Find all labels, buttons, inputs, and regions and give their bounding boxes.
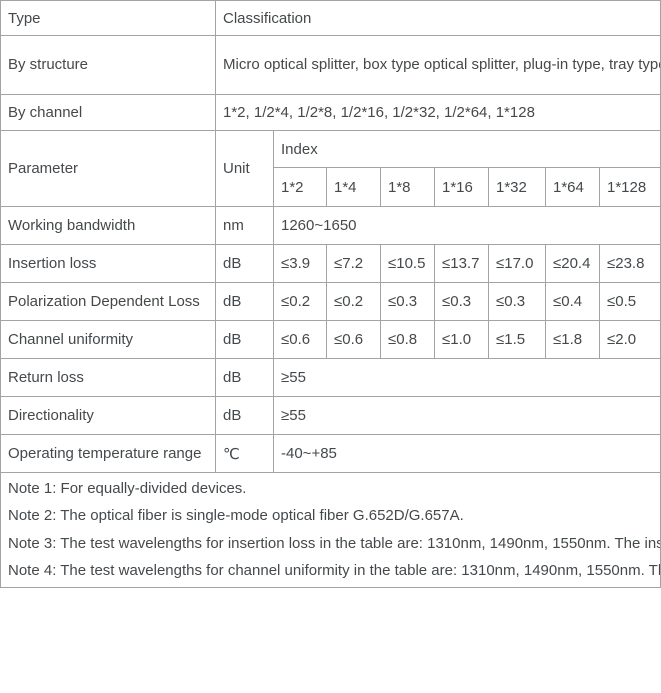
spec-value-cell: ≤0.3 [434,282,489,321]
spec-value-cell: ≤23.8 [599,244,661,283]
type-row: Type Classification [0,0,661,36]
spec-value-cell: ≤0.3 [488,282,546,321]
directionality-row: Directionality dB ≥55 [0,396,661,435]
spec-label-cell: Working bandwidth [0,206,216,245]
by-structure-label-cell: By structure [0,35,216,95]
channel-uniformity-row: Channel uniformity dB ≤0.6 ≤0.6 ≤0.8 ≤1.… [0,320,661,359]
spec-value-cell: ≤0.5 [599,282,661,321]
channel-header-cell: 1*16 [434,167,489,207]
parameter-label-cell: Parameter [0,130,216,207]
channel-header-cell: 1*64 [545,167,600,207]
spec-value-cell: ≤0.6 [326,320,381,359]
classification-label-cell: Classification [215,0,661,36]
spec-unit-cell: nm [215,206,274,245]
spec-value-cell: ≤2.0 [599,320,661,359]
channel-header-cell: 1*128 [599,167,661,207]
spec-value-cell: ≤10.5 [380,244,435,283]
parameter-header-row: Parameter Unit Index [0,130,661,207]
spec-span-value-cell: -40~+85 [273,434,661,473]
index-label-cell: Index [273,130,661,168]
by-structure-row: By structure Micro optical splitter, box… [0,35,661,95]
spec-value-cell: ≤1.8 [545,320,600,359]
spec-unit-cell: dB [215,358,274,397]
note-4: Note 4: The test wavelengths for channel… [8,562,660,580]
note-3: Note 3: The test wavelengths for inserti… [8,534,660,552]
spec-value-cell: ≤0.4 [545,282,600,321]
type-label-cell: Type [0,0,216,36]
return-loss-row: Return loss dB ≥55 [0,358,661,397]
note-2: Note 2: The optical fiber is single-mode… [8,507,464,525]
spec-value-cell: ≤7.2 [326,244,381,283]
spec-unit-cell: dB [215,244,274,283]
spec-span-value-cell: 1260~1650 [273,206,661,245]
channel-header-cell: 1*4 [326,167,381,207]
spec-value-cell: ≤0.8 [380,320,435,359]
spec-value-cell: ≤0.2 [273,282,327,321]
spec-value-cell: ≤0.6 [273,320,327,359]
spec-label-cell: Operating temperature range [0,434,216,473]
spec-value-cell: ≤1.5 [488,320,546,359]
channel-header-cell: 1*8 [380,167,435,207]
spec-value-cell: ≤0.2 [326,282,381,321]
spec-span-value-cell: ≥55 [273,358,661,397]
notes-cell: Note 1: For equally-divided devices. Not… [0,472,661,588]
spec-value-cell: ≤3.9 [273,244,327,283]
polarization-dependent-loss-row: Polarization Dependent Loss dB ≤0.2 ≤0.2… [0,282,661,321]
by-structure-value-cell: Micro optical splitter, box type optical… [215,35,661,95]
working-bandwidth-row: Working bandwidth nm 1260~1650 [0,206,661,245]
spec-label-cell: Return loss [0,358,216,397]
channel-header-cell: 1*2 [273,167,327,207]
spec-label-cell: Insertion loss [0,244,216,283]
by-channel-row: By channel 1*2, 1/2*4, 1/2*8, 1/2*16, 1/… [0,94,661,131]
operating-temperature-row: Operating temperature range ℃ -40~+85 [0,434,661,473]
spec-value-cell: ≤20.4 [545,244,600,283]
unit-label-cell: Unit [215,130,274,207]
spec-label-cell: Directionality [0,396,216,435]
note-1: Note 1: For equally-divided devices. [8,480,247,497]
spec-unit-cell: dB [215,320,274,359]
spec-value-cell: ≤1.0 [434,320,489,359]
by-channel-value-cell: 1*2, 1/2*4, 1/2*8, 1/2*16, 1/2*32, 1/2*6… [215,94,661,131]
spec-unit-cell: dB [215,282,274,321]
notes-row: Note 1: For equally-divided devices. Not… [0,472,661,588]
spec-unit-cell: dB [215,396,274,435]
optical-splitter-spec-table: Type Classification By structure Micro o… [0,0,661,588]
spec-label-cell: Polarization Dependent Loss [0,282,216,321]
channel-header-row: 1*2 1*4 1*8 1*16 1*32 1*64 1*128 [1,167,661,207]
spec-label-cell: Channel uniformity [0,320,216,359]
by-channel-label-cell: By channel [0,94,216,131]
spec-value-cell: ≤0.3 [380,282,435,321]
insertion-loss-row: Insertion loss dB ≤3.9 ≤7.2 ≤10.5 ≤13.7 … [0,244,661,283]
spec-value-cell: ≤13.7 [434,244,489,283]
channel-header-cell: 1*32 [488,167,546,207]
spec-unit-cell: ℃ [215,434,274,473]
spec-value-cell: ≤17.0 [488,244,546,283]
spec-span-value-cell: ≥55 [273,396,661,435]
